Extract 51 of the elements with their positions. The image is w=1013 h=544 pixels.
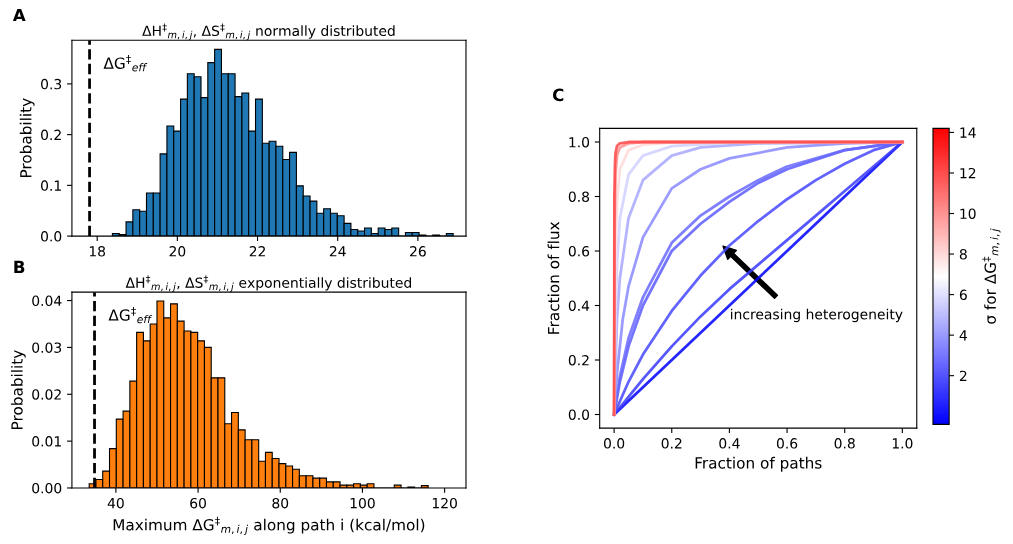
y-tick-label: 0.02 [32,389,61,400]
y-tick-label: 0.3 [41,78,62,90]
x-tick-label: 24 [329,246,346,257]
y-tick-label: 0.0 [568,409,590,420]
chart-title: ΔH$^{‡}$$_{m,i,j}$, ΔS$^{‡}$$_{m,i,j}$ exponentially distributed [125,275,411,293]
ref-line-label: ΔG$^{‡}$$_{eff}$ [108,306,153,324]
text: C [552,88,564,102]
chart-title: ΔH$^{‡}$$_{m,i,j}$, ΔS$^{‡}$$_{m,i,j}$ normally distributed [142,23,395,41]
x-tick-label: 20 [169,246,186,257]
color-bar-label: 10 [960,208,976,219]
x-tick-label: 1.0 [892,438,913,449]
y-tick-label: 0.00 [32,482,62,494]
ref-line-label: ΔG$^{‡}$$_{eff}$ [103,55,148,72]
x-tick-label: 22 [249,246,265,257]
y-axis-title: Probability [10,350,26,429]
x-tick-label: 80 [272,497,289,509]
y-tick-label: 0.01 [32,436,61,447]
text: B [14,260,25,273]
y-tick-label: 0.2 [41,129,61,141]
x-tick-label: 0.0 [603,438,625,449]
color-bar-label: 2 [959,370,967,381]
x-tick-label: 60 [190,497,206,509]
x-tick-label: 0.8 [834,438,855,449]
y-tick-label: 0.0 [41,231,62,242]
annotation: increasing heterogeneity [731,308,903,323]
y-axis-title: Probability [19,98,35,178]
y-axis-title: Fraction of flux [547,221,560,334]
x-tick-label: 40 [107,497,124,509]
x-tick-label: 120 [432,497,457,509]
x-tick-label: 26 [410,246,426,257]
x-axis-title: Fraction of paths [695,456,822,472]
x-tick-label: 100 [350,497,375,509]
text: A [12,8,26,22]
color-bar-label: 12 [960,167,976,179]
y-tick-label: 0.2 [568,354,589,366]
x-axis-title: Maximum ΔG$^{‡}$$_{m,i,j}$ along path i (kcal/mol) [113,516,425,536]
color-bar-label: 6 [959,289,967,301]
x-tick-label: 0.2 [661,438,682,449]
color-bar-label: 14 [960,127,976,138]
color-bar-title: σ for ΔG$^{‡}$$_{m,i,j}$ [982,228,1001,324]
y-tick-label: 0.1 [41,180,61,191]
x-tick-label: 0.6 [776,438,798,449]
color-bar-label: 4 [959,330,967,341]
y-tick-label: 0.04 [32,295,62,307]
color-bar-label: 8 [959,249,967,260]
y-tick-label: 0.8 [568,191,590,202]
y-tick-label: 0.03 [32,342,62,353]
y-tick-label: 0.4 [568,300,590,311]
x-tick-label: 0.4 [719,438,740,449]
y-tick-label: 1.0 [569,136,590,148]
x-tick-label: 18 [89,246,106,257]
